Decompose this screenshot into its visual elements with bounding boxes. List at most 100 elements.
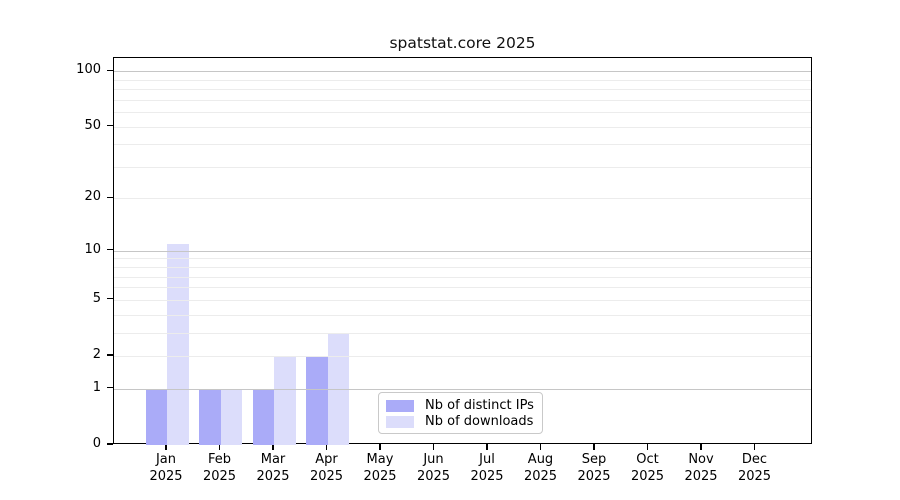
gridline-minor [114, 126, 811, 128]
gridline-minor [114, 356, 811, 357]
x-axis-tick-label: Nov 2025 [669, 451, 733, 485]
y-axis-tick-mark [107, 69, 113, 71]
chart-title: spatstat.core 2025 [389, 34, 536, 52]
bar-distinct-ips [145, 388, 167, 445]
gridline-minor [114, 112, 811, 114]
legend-label-downloads: Nb of downloads [425, 414, 534, 429]
x-axis-tick-line: Apr [315, 452, 338, 467]
gridline-minor [114, 314, 811, 316]
plot-area [113, 57, 812, 445]
x-axis-tick-mark [379, 444, 381, 450]
legend-swatch-downloads [386, 415, 414, 428]
x-axis-tick-line: 2025 [630, 469, 665, 484]
x-axis-tick-label: Jan 2025 [134, 451, 198, 485]
x-axis-tick-mark [539, 444, 542, 450]
y-axis-tick-label: 0 [92, 436, 101, 451]
y-axis-tick-label: 100 [76, 62, 101, 78]
x-axis-tick-mark [432, 444, 435, 450]
x-axis-tick-mark [753, 444, 756, 450]
y-axis-tick-label: 20 [84, 189, 101, 205]
x-axis-tick-line: 2025 [684, 469, 718, 484]
bar-distinct-ips [306, 356, 328, 445]
gridline-major [114, 388, 811, 390]
gridline-minor [114, 79, 811, 81]
x-axis-tick-mark [486, 444, 488, 450]
x-axis-tick-line: 2025 [523, 469, 558, 484]
gridline-minor [114, 144, 811, 146]
x-axis-tick-line: 2025 [577, 469, 611, 484]
bar-distinct-ips [252, 388, 274, 445]
bar-downloads [274, 356, 296, 445]
x-axis-tick-line: Nov [688, 452, 714, 467]
gridline-major [114, 250, 811, 252]
bar-downloads [220, 388, 242, 445]
x-axis-tick-label: Oct 2025 [616, 451, 680, 485]
x-axis-tick-mark [272, 444, 274, 450]
y-axis-tick-label: 50 [84, 117, 101, 133]
x-axis-tick-mark [218, 444, 221, 450]
gridline-minor [114, 276, 811, 278]
x-axis-tick-line: 2025 [416, 469, 451, 484]
x-axis-tick-line: Feb [207, 452, 232, 467]
gridline-minor [114, 198, 811, 200]
gridline-minor [114, 299, 811, 301]
x-axis-tick-label: Jun 2025 [402, 451, 466, 485]
x-axis-tick-label: Aug 2025 [509, 451, 573, 485]
x-axis-tick-mark [700, 444, 702, 450]
x-axis-tick-mark [593, 444, 595, 450]
gridline-major [114, 71, 811, 73]
x-axis-tick-label: May 2025 [348, 451, 412, 485]
gridline-minor [114, 258, 811, 260]
y-axis-tick-mark [107, 249, 113, 251]
x-axis-tick-label: Mar 2025 [241, 451, 305, 485]
y-axis-tick-label: 5 [92, 290, 101, 306]
gridline-minor [114, 267, 811, 269]
x-axis-tick-line: Jun [423, 452, 444, 467]
x-axis-tick-line: May [366, 452, 394, 467]
y-axis-tick-mark [107, 124, 113, 127]
legend-item-downloads: Nb of downloads [386, 414, 534, 429]
x-axis-tick-line: Oct [636, 452, 659, 467]
y-axis-tick-label: 2 [92, 347, 101, 362]
x-axis-tick-line: Sep [581, 452, 607, 467]
y-axis-tick-label: 1 [92, 379, 101, 395]
legend-item-distinct-ips: Nb of distinct IPs [386, 398, 534, 413]
x-axis-tick-line: 2025 [737, 469, 772, 484]
legend-box: Nb of distinct IPs Nb of downloads [378, 392, 543, 434]
bar-distinct-ips [199, 388, 221, 445]
x-axis-tick-label: Dec 2025 [723, 451, 787, 485]
x-axis-tick-mark [646, 444, 649, 450]
gridline-minor [114, 332, 811, 334]
gridline-minor [114, 166, 811, 168]
x-axis-tick-line: 2025 [309, 469, 344, 484]
x-axis-tick-line: Mar [260, 452, 286, 467]
x-axis-tick-line: 2025 [363, 469, 397, 484]
x-axis-tick-line: 2025 [202, 469, 237, 484]
x-axis-tick-line: 2025 [470, 469, 504, 484]
y-axis-tick-mark [107, 387, 113, 389]
x-axis-tick-line: 2025 [149, 469, 183, 484]
x-axis-tick-mark [165, 444, 167, 450]
x-axis-tick-mark [325, 444, 328, 450]
bar-downloads [167, 243, 189, 445]
x-axis-tick-label: Jul 2025 [455, 451, 519, 485]
y-axis-tick-mark [107, 354, 113, 356]
y-axis-tick-label: 10 [84, 241, 101, 257]
x-axis-tick-label: Apr 2025 [295, 451, 359, 485]
x-axis-tick-line: 2025 [256, 469, 290, 484]
y-axis-tick-mark [107, 298, 113, 300]
x-axis-tick-label: Feb 2025 [188, 451, 252, 485]
x-axis-tick-line: Dec [741, 452, 768, 467]
y-axis-tick-mark [107, 443, 113, 445]
gridline-minor [114, 99, 811, 101]
x-axis-tick-label: Sep 2025 [562, 451, 626, 485]
legend-swatch-distinct-ips [386, 399, 414, 412]
x-axis-tick-line: Jan [155, 452, 177, 467]
x-axis-tick-line: Aug [527, 452, 554, 467]
gridline-minor [114, 89, 811, 91]
x-axis-tick-line: Jul [479, 452, 495, 467]
gridline-minor [114, 287, 811, 289]
legend-label-distinct-ips: Nb of distinct IPs [425, 398, 534, 413]
y-axis-tick-mark [107, 196, 113, 198]
